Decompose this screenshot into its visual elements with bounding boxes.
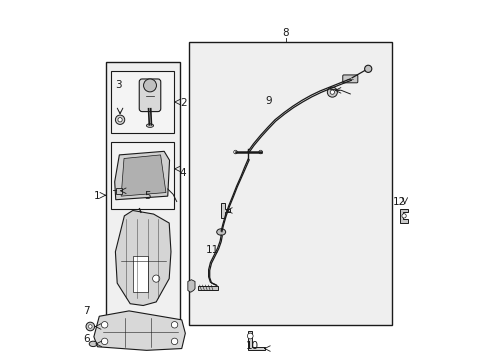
Bar [188, 42, 391, 325]
Polygon shape [94, 311, 185, 350]
Bar [106, 62, 180, 329]
Bar [133, 256, 148, 292]
Circle shape [101, 321, 108, 328]
Text: 9: 9 [265, 96, 271, 106]
Bar [111, 71, 174, 134]
Polygon shape [115, 151, 169, 200]
Circle shape [258, 150, 262, 154]
Circle shape [115, 115, 124, 125]
Circle shape [101, 338, 108, 345]
Ellipse shape [146, 124, 153, 127]
Polygon shape [400, 209, 407, 223]
Text: 7: 7 [83, 306, 89, 316]
Circle shape [152, 275, 160, 282]
Circle shape [247, 333, 253, 339]
Polygon shape [187, 280, 195, 292]
FancyBboxPatch shape [342, 75, 357, 83]
FancyBboxPatch shape [139, 79, 161, 112]
Ellipse shape [89, 341, 97, 347]
Circle shape [171, 338, 178, 345]
Circle shape [143, 79, 156, 92]
Circle shape [364, 65, 371, 72]
Circle shape [88, 325, 92, 328]
Text: 4: 4 [180, 168, 186, 178]
Text: 6: 6 [83, 333, 89, 343]
Polygon shape [221, 203, 230, 218]
Circle shape [329, 90, 334, 94]
Text: 10: 10 [246, 341, 259, 351]
Text: 1: 1 [94, 191, 100, 201]
Circle shape [401, 214, 406, 218]
Circle shape [171, 321, 178, 328]
Text: 12: 12 [392, 197, 405, 207]
Circle shape [118, 118, 122, 122]
Text: 11: 11 [205, 245, 219, 255]
Polygon shape [121, 155, 165, 196]
Text: 3: 3 [115, 80, 122, 90]
Text: 5: 5 [144, 191, 150, 201]
Circle shape [233, 150, 237, 154]
Polygon shape [115, 211, 171, 306]
Ellipse shape [216, 229, 225, 235]
Bar [111, 142, 174, 209]
Bar [116, 188, 122, 194]
Text: 2: 2 [180, 98, 186, 108]
Circle shape [86, 322, 94, 331]
Polygon shape [247, 330, 265, 350]
Text: 8: 8 [282, 28, 288, 38]
Bar [198, 286, 217, 290]
Circle shape [326, 87, 337, 97]
